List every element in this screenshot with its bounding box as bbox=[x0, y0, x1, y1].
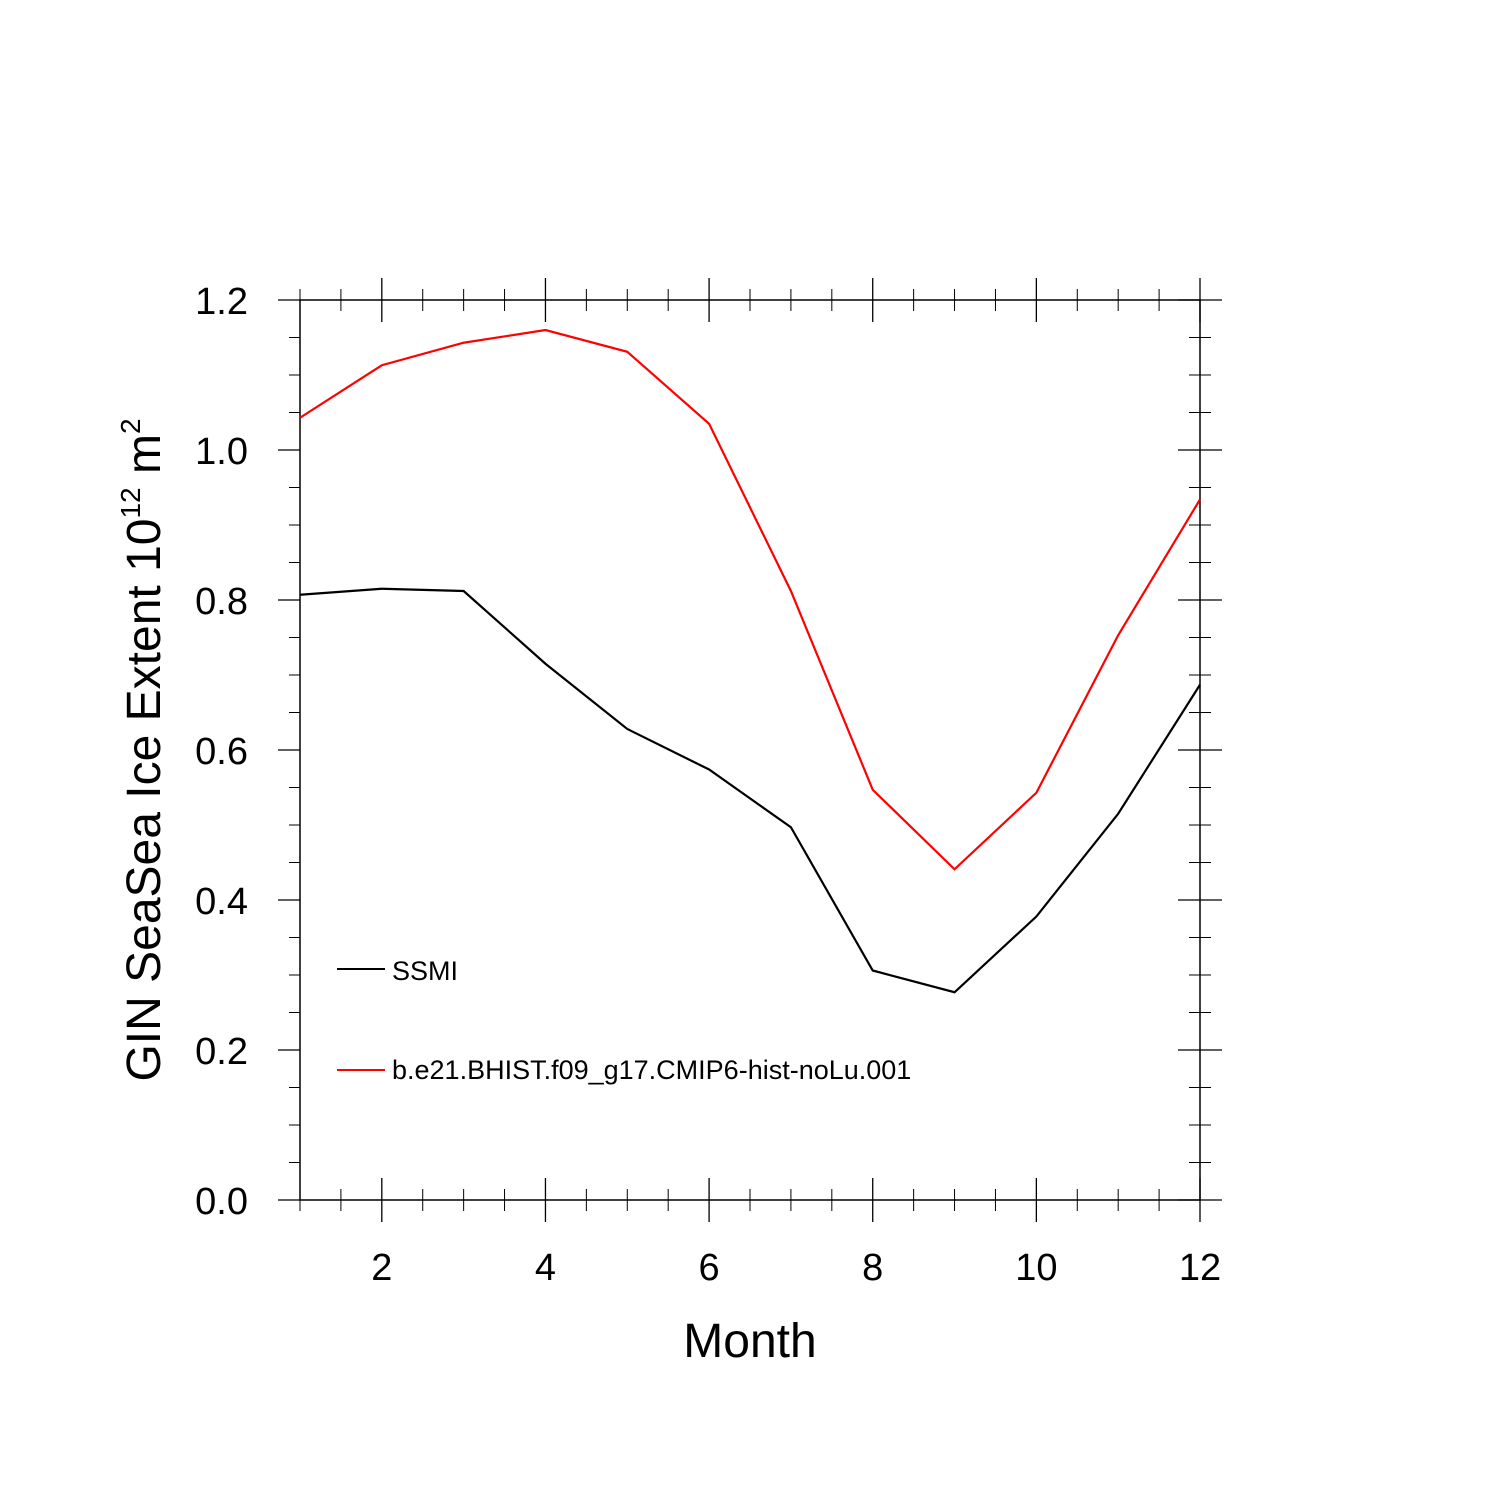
y-tick-label: 0.2 bbox=[195, 1031, 248, 1073]
x-tick-label: 6 bbox=[699, 1247, 720, 1289]
series-line-model bbox=[299, 328, 1201, 871]
y-tick-label: 1.0 bbox=[195, 431, 248, 473]
axis-tick-labels: 2 4 6 8 10 12 0.0 0.2 0.4 0.6 0.8 1.0 1.2 bbox=[195, 281, 1221, 1289]
y-tick-label: 0.6 bbox=[195, 731, 248, 773]
x-axis-title: Month bbox=[683, 1315, 816, 1368]
axis-ticks bbox=[278, 278, 1222, 1222]
y-axis-title-exponent: 12 bbox=[115, 487, 146, 518]
x-tick-label: 12 bbox=[1179, 1247, 1221, 1289]
x-tick-label: 2 bbox=[371, 1247, 392, 1289]
y-tick-label: 0.4 bbox=[195, 881, 248, 923]
x-tick-label: 8 bbox=[862, 1247, 883, 1289]
legend-label-model: b.e21.BHIST.f09_g17.CMIP6-hist-noLu.001 bbox=[392, 1055, 911, 1085]
y-tick-label: 0.0 bbox=[195, 1181, 248, 1223]
y-axis-title-unit: m bbox=[118, 434, 171, 487]
x-tick-label: 10 bbox=[1015, 1247, 1057, 1289]
series-lines bbox=[299, 328, 1201, 994]
y-axis-title-main: GIN SeaSea Ice Extent 10 bbox=[118, 519, 171, 1082]
y-tick-label: 1.2 bbox=[195, 281, 248, 323]
legend: SSMI b.e21.BHIST.f09_g17.CMIP6-hist-noLu… bbox=[337, 956, 911, 1085]
y-tick-label: 0.8 bbox=[195, 581, 248, 623]
x-tick-label: 4 bbox=[535, 1247, 556, 1289]
legend-label-ssmi: SSMI bbox=[392, 956, 458, 986]
y-axis-title: GIN SeaSea Ice Extent 1012 m2 bbox=[115, 418, 171, 1081]
series-line-ssmi bbox=[299, 587, 1201, 994]
y-axis-title-unit-exponent: 2 bbox=[115, 418, 146, 434]
